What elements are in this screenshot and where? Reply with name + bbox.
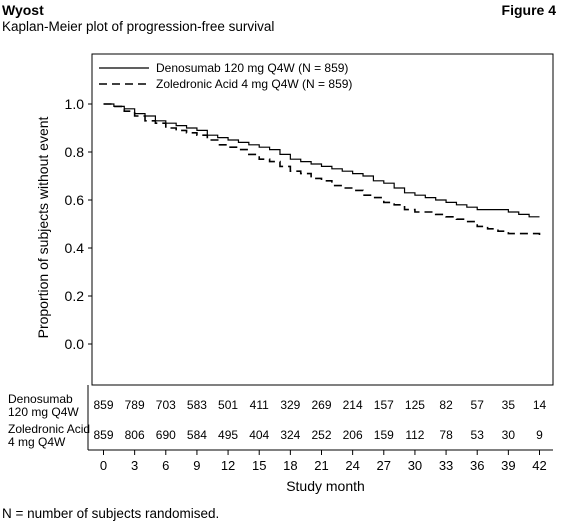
at-risk-count: 112: [405, 428, 424, 442]
at-risk-count: 35: [502, 398, 516, 412]
at-risk-count: 806: [125, 428, 145, 442]
x-tick-label: 27: [377, 458, 391, 473]
at-risk-count: 78: [439, 428, 453, 442]
x-tick-label: 6: [162, 458, 169, 473]
plot-border: [91, 53, 554, 386]
footnote: N = number of subjects randomised.: [2, 506, 220, 521]
at-risk-count: 703: [156, 398, 176, 412]
at-risk-count: 789: [125, 398, 145, 412]
x-tick-label: 30: [408, 458, 422, 473]
y-tick-label: 0.8: [65, 144, 85, 160]
author-name: Wyost: [2, 2, 44, 18]
at-risk-count: 495: [218, 428, 238, 442]
legend-entry: Denosumab 120 mg Q4W (N = 859): [156, 61, 348, 75]
at-risk-count: 206: [343, 428, 363, 442]
at-risk-count: 125: [405, 398, 425, 412]
x-tick-label: 18: [283, 458, 297, 473]
at-risk-count: 159: [374, 428, 394, 442]
at-risk-count: 214: [343, 398, 363, 412]
y-axis-label: Proportion of subjects without event: [35, 116, 51, 338]
x-tick-label: 9: [193, 458, 200, 473]
legend-entry: Zoledronic Acid 4 mg Q4W (N = 859): [156, 77, 352, 91]
at-risk-count: 30: [502, 428, 516, 442]
at-risk-row-label: Denosumab: [8, 392, 73, 406]
y-tick-label: 1.0: [65, 96, 85, 112]
x-tick-label: 0: [100, 458, 107, 473]
at-risk-count: 583: [187, 398, 207, 412]
at-risk-count: 404: [249, 428, 269, 442]
x-tick-label: 36: [470, 458, 484, 473]
zoledronic-series-line: [103, 103, 541, 236]
at-risk-row-label: 120 mg Q4W: [8, 405, 79, 419]
at-risk-count: 157: [374, 398, 394, 412]
x-axis-label: Study month: [286, 478, 365, 494]
at-risk-count: 82: [439, 398, 453, 412]
at-risk-count: 584: [187, 428, 207, 442]
x-tick-label: 42: [532, 458, 546, 473]
at-risk-count: 690: [156, 428, 176, 442]
x-tick-label: 39: [501, 458, 515, 473]
at-risk-count: 859: [93, 398, 113, 412]
chart-title: Kaplan-Meier plot of progression-free su…: [2, 19, 275, 34]
denosumab-series-line: [103, 103, 540, 218]
y-tick-label: 0.6: [65, 192, 85, 208]
x-tick-label: 21: [314, 458, 328, 473]
at-risk-row-label: 4 mg Q4W: [8, 435, 66, 449]
x-tick-label: 3: [131, 458, 138, 473]
at-risk-count: 57: [471, 398, 485, 412]
x-tick-label: 24: [345, 458, 359, 473]
at-risk-count: 324: [280, 428, 300, 442]
at-risk-count: 9: [536, 428, 543, 442]
y-tick-label: 0.0: [65, 336, 85, 352]
at-risk-count: 53: [471, 428, 485, 442]
at-risk-row-label: Zoledronic Acid: [8, 422, 90, 436]
figure-label: Figure 4: [501, 2, 556, 18]
at-risk-count: 501: [218, 398, 238, 412]
x-tick-label: 12: [221, 458, 235, 473]
x-tick-label: 15: [252, 458, 266, 473]
at-risk-count: 329: [280, 398, 300, 412]
at-risk-count: 14: [533, 398, 547, 412]
at-risk-count: 859: [93, 428, 113, 442]
at-risk-count: 269: [311, 398, 331, 412]
at-risk-count: 411: [250, 398, 269, 412]
y-tick-label: 0.4: [65, 240, 85, 256]
at-risk-count: 252: [311, 428, 331, 442]
y-tick-label: 0.2: [65, 288, 85, 304]
x-tick-label: 33: [439, 458, 453, 473]
